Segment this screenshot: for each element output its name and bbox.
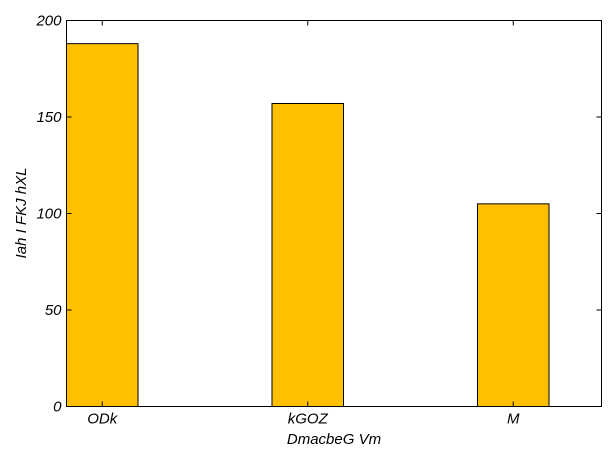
y-axis: 0 50 100 150 200	[35, 13, 602, 416]
x-tick-label: kGOZ	[288, 411, 329, 428]
y-tick-label: 100	[36, 206, 62, 223]
bar-M	[477, 203, 550, 407]
x-axis: ODk kGOZ M	[87, 20, 520, 428]
plot-frame	[66, 20, 602, 407]
x-tick-label: ODk	[87, 411, 119, 428]
y-tick-label: 0	[53, 399, 62, 416]
x-tick-label: M	[507, 411, 520, 428]
y-tick-label: 200	[35, 13, 62, 30]
y-axis-label: Iah I FKJ hXL	[13, 168, 30, 259]
x-axis-label: DmacbeG Vm	[287, 431, 381, 448]
bar-ODk	[66, 43, 139, 407]
y-tick-label: 150	[36, 109, 62, 126]
y-tick-label: 50	[45, 302, 62, 319]
bars-group	[66, 43, 550, 408]
bar-kGOZ	[271, 102, 344, 408]
